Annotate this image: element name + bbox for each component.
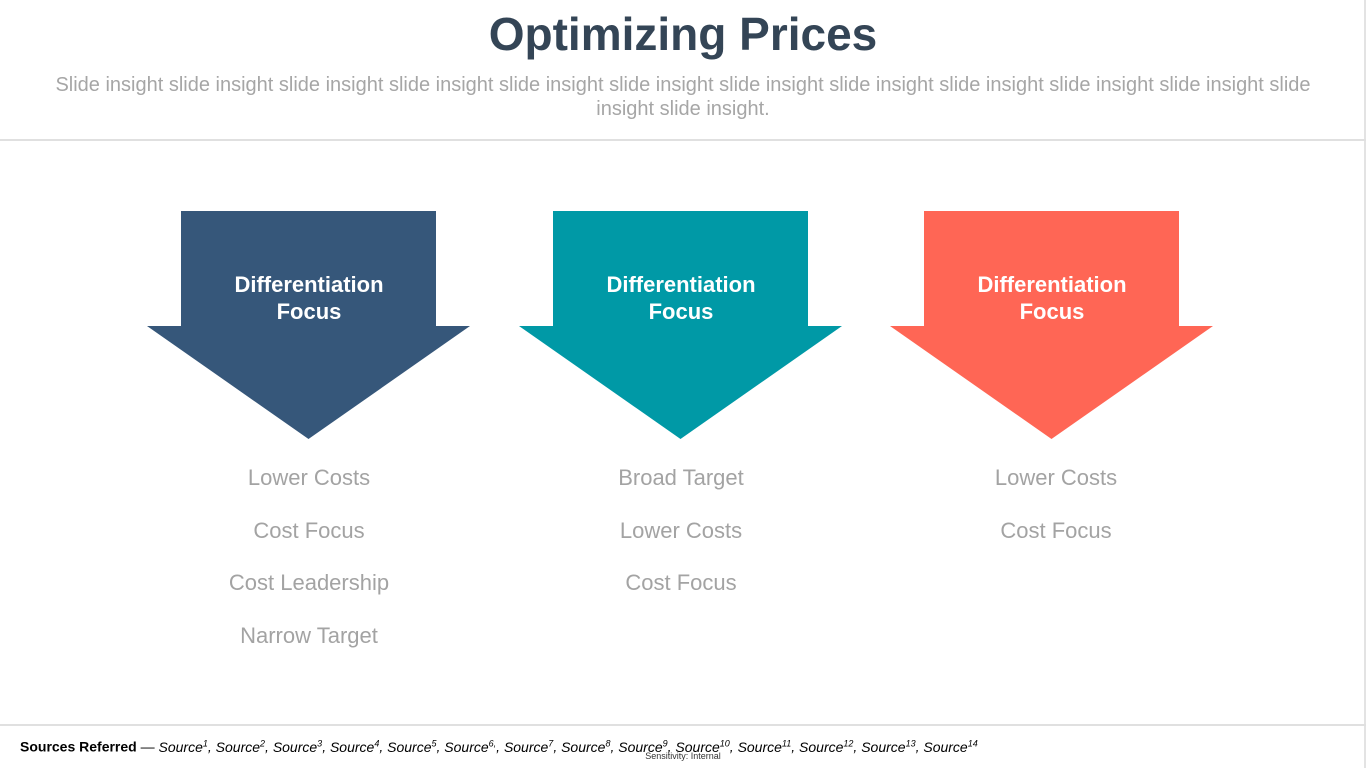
arrow-label-line-2: Focus	[648, 299, 714, 324]
sources-lead: Sources Referred	[20, 738, 137, 755]
strategy-column-1: Differentiation Focus Lower Costs Cost F…	[147, 211, 471, 648]
header-divider	[0, 139, 1366, 141]
source-reference: Source10	[675, 738, 730, 755]
sources-footer: Sources Referred — Source1, Source2, Sou…	[20, 738, 978, 755]
arrow-label: Differentiation Focus	[890, 271, 1214, 325]
source-number: 5	[431, 738, 437, 748]
list-item: Broad Target	[618, 465, 744, 490]
list-item: Cost Focus	[1000, 517, 1112, 543]
down-arrow-icon	[519, 211, 842, 439]
item-list: Lower Costs Cost Focus	[894, 463, 1218, 568]
arrow-label-line-2: Focus	[276, 299, 342, 324]
down-arrow-icon	[890, 211, 1213, 439]
strategy-column-2: Differentiation Focus Broad Target Lower…	[519, 211, 843, 595]
sources-dash: —	[136, 738, 159, 755]
arrow-label-line-1: Differentiation	[606, 272, 756, 297]
source-number: 1	[202, 738, 208, 748]
source-number: 9	[662, 738, 668, 748]
source-number: 4	[374, 738, 380, 748]
sources-list: Source1, Source2, Source3, Source4, Sour…	[158, 738, 978, 755]
item-list: Lower Costs Cost Focus Cost Leadership N…	[147, 463, 471, 673]
list-item: Lower Costs	[247, 465, 371, 490]
source-reference: Source11	[737, 738, 792, 755]
source-reference: Source2	[215, 738, 266, 755]
source-reference: Source9	[618, 738, 668, 755]
arrow-label-line-1: Differentiation	[234, 272, 384, 297]
down-arrow-icon	[147, 211, 470, 439]
item-list: Broad Target Lower Costs Cost Focus	[519, 463, 843, 621]
source-reference: Source4	[329, 738, 380, 755]
source-number: 10	[719, 738, 730, 748]
strategy-column-3: Differentiation Focus Lower Costs Cost F…	[890, 211, 1214, 543]
arrow-label-line-1: Differentiation	[977, 272, 1127, 297]
source-reference: Source6,	[444, 738, 497, 755]
source-number: 6,	[488, 738, 497, 748]
list-item: Cost Focus	[253, 517, 365, 543]
footer-divider	[0, 724, 1366, 726]
sensitivity-label: Sensitivity: Internal	[645, 751, 721, 761]
source-number: 2	[260, 738, 266, 748]
source-reference: Source1	[158, 738, 208, 755]
list-item: Lower Costs	[994, 465, 1118, 490]
source-number: 13	[905, 738, 916, 748]
slide-edge-divider	[1364, 0, 1366, 768]
source-number: 3	[317, 738, 323, 748]
arrow-label: Differentiation Focus	[147, 271, 471, 325]
slide-title: Optimizing Prices	[488, 8, 878, 60]
source-reference: Source5	[387, 738, 437, 755]
source-number: 14	[967, 738, 978, 748]
list-item: Narrow Target	[240, 622, 378, 648]
arrow-label: Differentiation Focus	[519, 271, 843, 325]
source-reference: Source7	[503, 738, 554, 755]
source-reference: Source8	[561, 738, 611, 755]
source-reference: Source12	[799, 738, 854, 755]
down-arrow-shape: Differentiation Focus	[519, 211, 843, 441]
source-reference: Source3	[272, 738, 323, 755]
source-number: 7	[548, 738, 554, 748]
arrow-label-line-2: Focus	[1019, 299, 1085, 324]
list-item: Cost Leadership	[228, 570, 390, 595]
source-number: 11	[781, 738, 792, 748]
list-item: Cost Focus	[625, 570, 737, 595]
list-item: Lower Costs	[619, 517, 743, 543]
source-reference: Source14	[923, 738, 978, 755]
source-number: 12	[843, 738, 854, 748]
slide-subtitle: Slide insight slide insight slide insigh…	[55, 74, 1311, 120]
down-arrow-shape: Differentiation Focus	[890, 211, 1214, 441]
source-reference: Source13	[861, 738, 916, 755]
down-arrow-shape: Differentiation Focus	[147, 211, 471, 441]
source-number: 8	[605, 738, 611, 748]
